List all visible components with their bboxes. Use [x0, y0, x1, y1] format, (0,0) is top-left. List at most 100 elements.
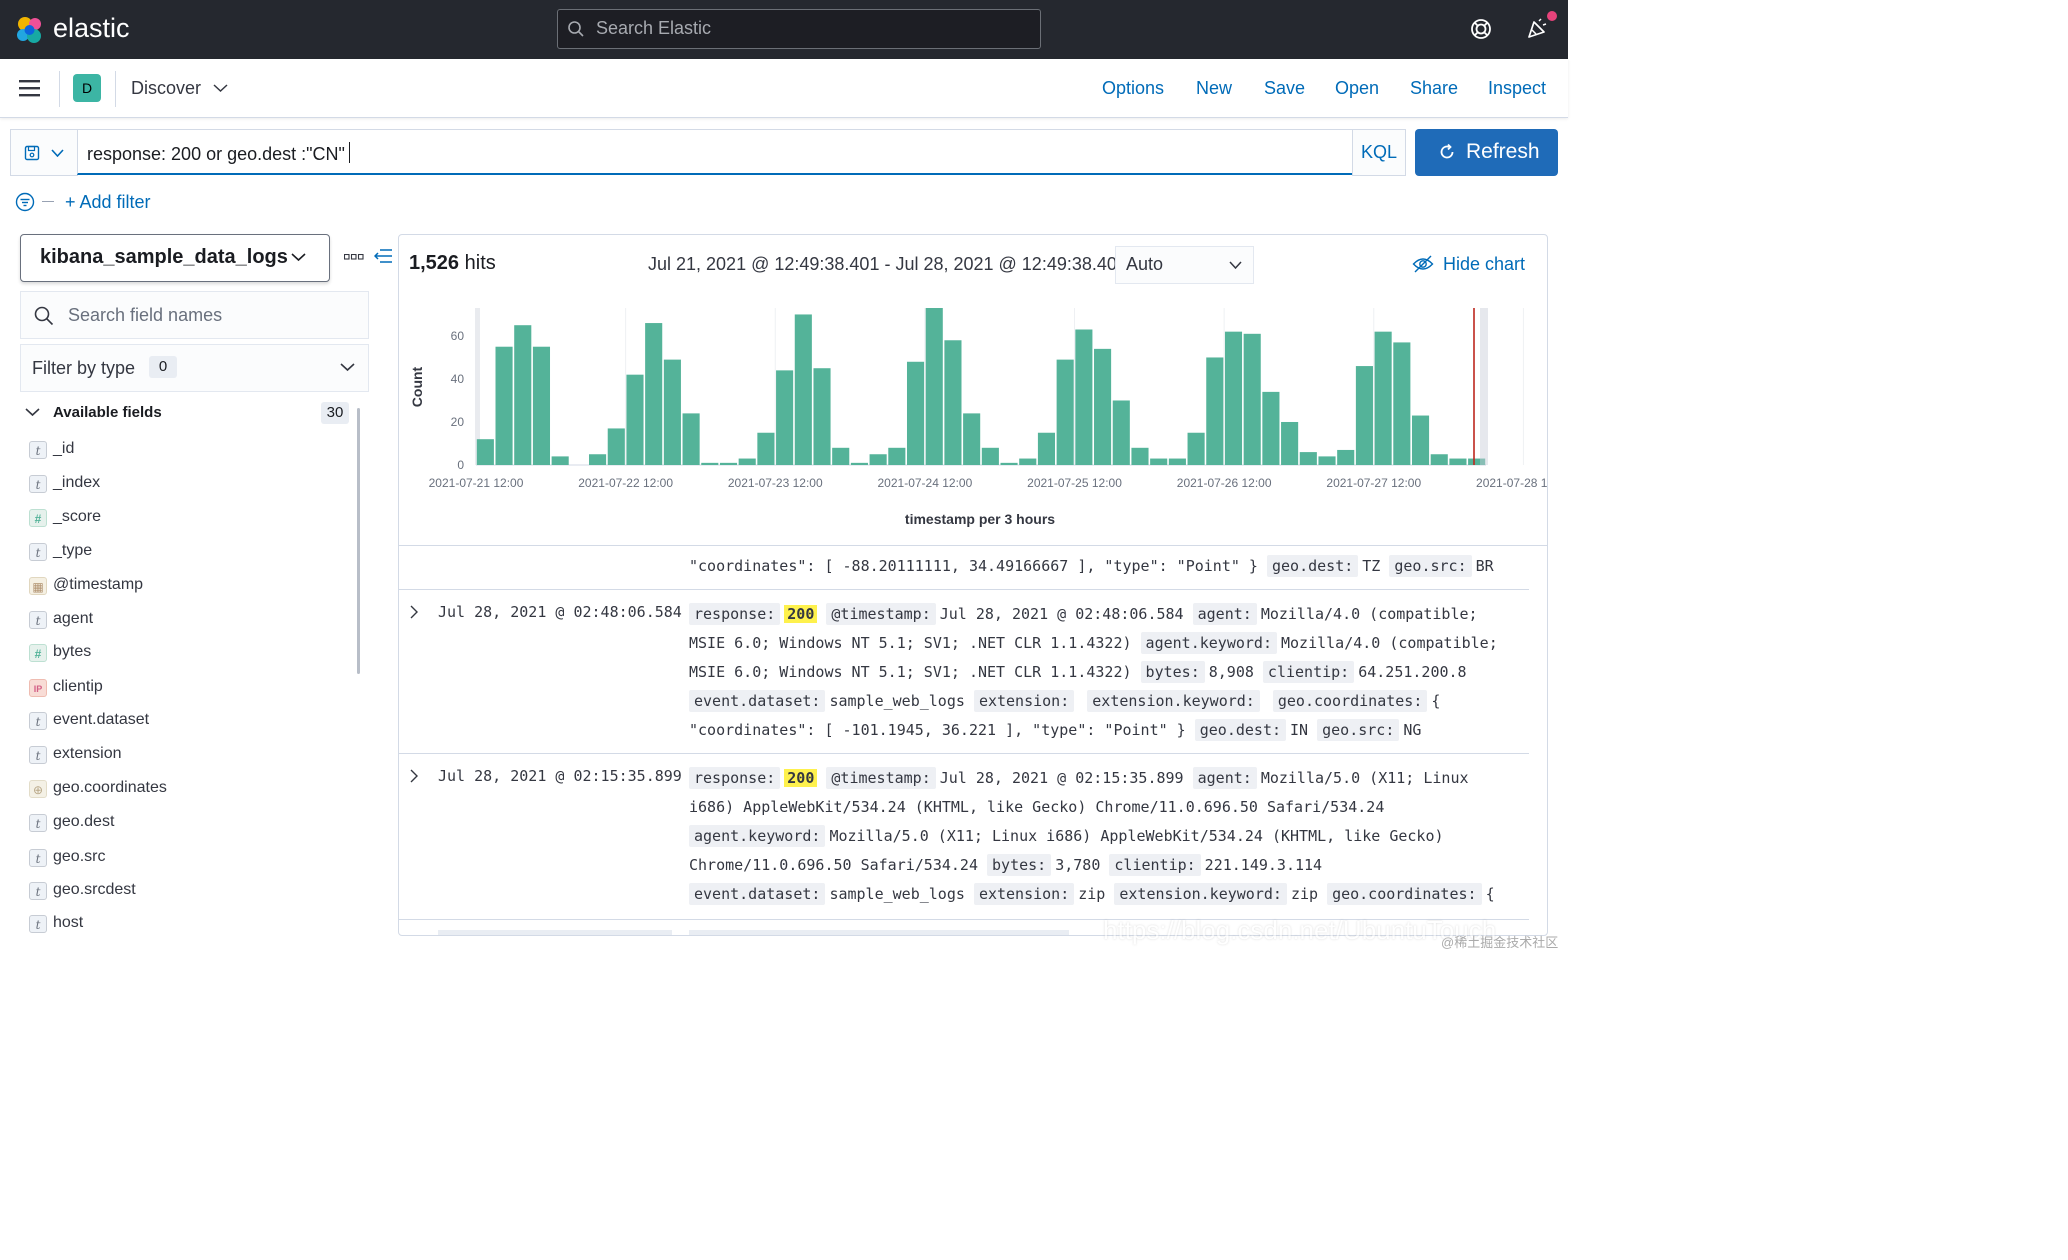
chart-bar[interactable] — [832, 447, 850, 465]
chevron-down-icon[interactable] — [213, 83, 228, 93]
chart-bar[interactable] — [1337, 449, 1355, 465]
chart-bar[interactable] — [701, 462, 719, 465]
field-search-input[interactable]: Search field names — [20, 291, 369, 339]
chart-bar[interactable] — [888, 447, 906, 465]
more-options-icon[interactable] — [344, 254, 364, 260]
chart-bar[interactable] — [1075, 329, 1093, 465]
refresh-button[interactable]: Refresh — [1415, 129, 1558, 176]
interval-select[interactable]: Auto — [1115, 246, 1254, 284]
chart-bar[interactable] — [1449, 458, 1467, 465]
field-item[interactable]: t _index — [29, 473, 359, 495]
chart-bar[interactable] — [551, 456, 569, 465]
share-link[interactable]: Share — [1410, 78, 1459, 98]
chart-bar[interactable] — [1299, 452, 1317, 465]
chart-bar[interactable] — [682, 413, 700, 465]
chart-bar[interactable] — [626, 374, 644, 465]
brand-name[interactable]: elastic — [53, 13, 130, 43]
chart-bar[interactable] — [1374, 331, 1392, 465]
chart-bar[interactable] — [1243, 333, 1261, 465]
chart-bar[interactable] — [476, 439, 494, 465]
chart-bar[interactable] — [719, 462, 738, 465]
chart-bar[interactable] — [495, 346, 513, 465]
field-item[interactable]: t geo.dest — [29, 812, 359, 834]
saved-query-button[interactable] — [10, 129, 78, 176]
field-item[interactable]: t host — [29, 913, 359, 935]
chart-bar[interactable] — [663, 359, 681, 465]
chart-bar[interactable] — [1168, 458, 1186, 465]
chart-bar[interactable] — [813, 368, 831, 465]
save-link[interactable]: Save — [1264, 78, 1306, 98]
chart-bar[interactable] — [1131, 447, 1149, 465]
chart-bar[interactable] — [1224, 331, 1243, 465]
table-row[interactable]: Jul 28, 2021 @ 02:15:35.899 response: 200… — [399, 754, 1529, 920]
add-filter-button[interactable]: + Add filter — [65, 192, 151, 212]
chart-bar[interactable] — [607, 428, 625, 465]
field-item[interactable]: t event.dataset — [29, 710, 359, 732]
chart-bar[interactable] — [589, 454, 607, 465]
collapse-sidebar-icon[interactable] — [374, 249, 392, 263]
chart-bar[interactable] — [1281, 421, 1299, 465]
chart-bar[interactable] — [869, 454, 887, 465]
elastic-logo-icon[interactable] — [14, 14, 46, 46]
options-link[interactable]: Options — [1102, 78, 1165, 98]
field-item[interactable]: t extension — [29, 744, 359, 766]
newsfeed-icon[interactable] — [1526, 16, 1550, 40]
field-item[interactable]: ▦ @timestamp — [29, 575, 359, 597]
chart-bar[interactable] — [1468, 458, 1486, 465]
chevron-down-icon[interactable] — [25, 407, 40, 417]
chart-bar[interactable] — [925, 308, 943, 465]
inspect-link[interactable]: Inspect — [1488, 78, 1547, 98]
chart-bar[interactable] — [1150, 458, 1168, 465]
chart-bar[interactable] — [1056, 359, 1074, 465]
chart-bar[interactable] — [944, 340, 962, 465]
chart-bar[interactable] — [1411, 415, 1430, 465]
help-icon[interactable] — [1469, 17, 1493, 41]
index-pattern-selector[interactable]: kibana_sample_data_logs — [20, 234, 330, 282]
chart-bar[interactable] — [963, 413, 981, 465]
chevron-right-icon[interactable] — [409, 605, 419, 619]
field-item[interactable]: ⊕ geo.coordinates — [29, 778, 359, 800]
field-item[interactable]: t geo.src — [29, 847, 359, 869]
chart-bar[interactable] — [1430, 454, 1448, 465]
hamburger-menu-icon[interactable] — [19, 80, 40, 97]
chart-bar[interactable] — [1112, 400, 1130, 465]
app-title[interactable]: Discover — [131, 78, 202, 98]
chart-bar[interactable] — [1355, 366, 1373, 465]
chart-bar[interactable] — [1206, 357, 1224, 465]
chart-bar[interactable] — [1262, 391, 1280, 465]
chart-bar[interactable] — [1094, 348, 1112, 465]
field-item[interactable]: t _id — [29, 439, 359, 461]
histogram-chart[interactable]: 0 20 40 60 2021-07-21 12:00 2021-07-22 12:00 2… — [399, 290, 1547, 540]
chart-bar[interactable] — [1037, 432, 1056, 465]
chart-bar[interactable] — [645, 323, 663, 465]
chevron-right-icon[interactable] — [409, 769, 419, 783]
chart-bar[interactable] — [532, 346, 551, 465]
chart-bar[interactable] — [1393, 342, 1411, 465]
chart-bar[interactable] — [1000, 462, 1018, 465]
table-row[interactable] — [399, 920, 1529, 935]
chart-bar[interactable] — [738, 458, 756, 465]
chart-bar[interactable] — [1019, 458, 1037, 465]
new-link[interactable]: New — [1196, 78, 1233, 98]
available-fields-heading[interactable]: Available fields — [53, 404, 162, 421]
chart-bar[interactable] — [514, 325, 532, 465]
chart-bar[interactable] — [1187, 432, 1205, 465]
chart-bar[interactable] — [1318, 456, 1336, 465]
query-language-button[interactable]: KQL — [1352, 129, 1406, 176]
table-row[interactable]: Jul 28, 2021 @ 02:48:06.584 response: 200… — [399, 590, 1529, 754]
open-link[interactable]: Open — [1335, 78, 1380, 98]
query-input[interactable]: response: 200 or geo.dest :"CN" — [77, 129, 1353, 175]
space-avatar[interactable]: D — [73, 74, 101, 102]
global-search-input[interactable]: Search Elastic — [557, 9, 1041, 49]
field-item[interactable]: t _type — [29, 541, 359, 563]
field-item[interactable]: # _score — [29, 507, 359, 529]
field-item[interactable]: t geo.srcdest — [29, 880, 359, 902]
chart-bar[interactable] — [776, 370, 794, 465]
field-item[interactable]: t agent — [29, 609, 359, 631]
chart-bar[interactable] — [981, 447, 999, 465]
chart-bar[interactable] — [906, 361, 925, 465]
field-item[interactable]: IP clientip — [29, 677, 359, 699]
field-item[interactable]: # bytes — [29, 642, 359, 664]
chart-bar[interactable] — [850, 462, 868, 465]
filter-by-type-dropdown[interactable]: Filter by type 0 — [20, 344, 369, 392]
